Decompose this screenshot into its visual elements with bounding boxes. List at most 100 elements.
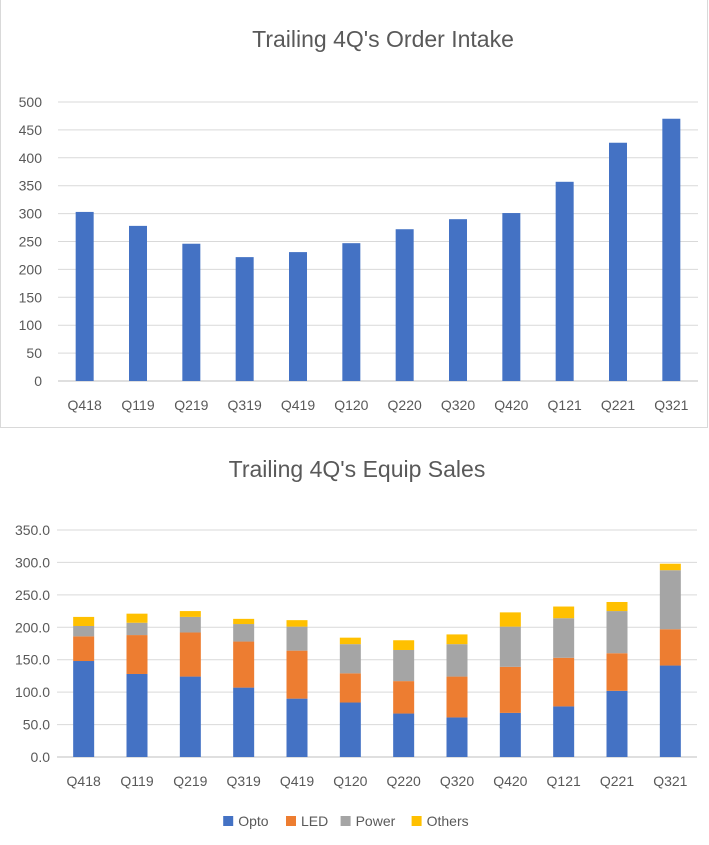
bar-power — [393, 649, 415, 682]
x-tick-label: Q119 — [120, 773, 153, 789]
bar-opto — [659, 665, 681, 757]
legend-swatch-led — [286, 816, 296, 826]
bar-opto — [233, 687, 255, 757]
bar-power — [233, 624, 255, 642]
y-tick-label: 100 — [19, 317, 43, 333]
bar-power — [446, 644, 468, 677]
legend-swatch-others — [411, 816, 422, 826]
bar — [182, 243, 201, 381]
y-tick-label: 200.0 — [15, 619, 50, 635]
bar-others — [393, 640, 415, 650]
bar — [395, 229, 414, 381]
bar — [342, 243, 361, 381]
bar — [449, 219, 467, 381]
bar-led — [446, 676, 468, 718]
bar-opto — [339, 702, 361, 757]
bar-led — [126, 635, 148, 674]
y-tick-label: 100.0 — [15, 684, 50, 700]
bar-led — [606, 653, 628, 691]
y-tick-label: 500 — [19, 94, 43, 110]
x-tick-label: Q319 — [227, 773, 261, 789]
equip-sales-chart-panel: Trailing 4Q's Equip Sales 0.0 50.0 100.0 15… — [0, 430, 709, 845]
bar-opto — [606, 690, 628, 757]
x-tick-label: Q121 — [548, 397, 582, 413]
x-tick-label: Q220 — [388, 397, 422, 413]
bar-led — [179, 632, 201, 677]
bar-power — [339, 644, 361, 674]
y-tick-label: 400 — [19, 150, 43, 166]
x-tick-label: Q321 — [654, 397, 688, 413]
bar-power — [659, 570, 681, 630]
x-tick-label: Q219 — [174, 397, 208, 413]
x-tick-label: Q418 — [68, 397, 102, 413]
x-tick-label: Q119 — [121, 397, 154, 413]
bar-led — [659, 629, 681, 666]
bar-led — [553, 657, 575, 707]
bar-others — [73, 616, 95, 626]
bar-others — [659, 563, 681, 571]
y-tick-label: 250 — [19, 234, 43, 250]
bar-led — [286, 650, 308, 699]
x-tick-label: Q221 — [601, 397, 635, 413]
x-tick-label: Q419 — [280, 773, 314, 789]
bar-power — [126, 622, 148, 636]
order-intake-chart-panel: Trailing 4Q's Order Intake 0 50 100 150 200 2… — [0, 0, 708, 428]
bar-opto — [126, 673, 148, 757]
chart-title: Trailing 4Q's Order Intake — [252, 26, 514, 52]
bar-power — [286, 626, 308, 651]
bar-opto — [179, 676, 201, 757]
legend-swatch-opto — [223, 816, 234, 826]
legend: Opto LED Power Others — [223, 813, 469, 829]
x-tick-label: Q221 — [600, 773, 634, 789]
bar-power — [553, 618, 575, 658]
y-tick-label: 300.0 — [15, 554, 50, 570]
y-tick-label: 150.0 — [15, 652, 50, 668]
bar — [235, 257, 254, 381]
bar-power — [73, 625, 95, 637]
bar — [75, 211, 94, 381]
bar-led — [499, 666, 521, 713]
legend-swatch-power — [340, 816, 351, 826]
bar-others — [233, 618, 255, 625]
bar — [662, 118, 681, 382]
legend-label-others: Others — [427, 813, 469, 829]
bar-led — [73, 636, 95, 662]
bar — [502, 213, 521, 381]
x-tick-label: Q319 — [228, 397, 262, 413]
bar-led — [339, 673, 361, 703]
x-tick-label: Q420 — [494, 397, 528, 413]
x-tick-label: Q418 — [67, 773, 101, 789]
y-tick-label: 50.0 — [23, 717, 50, 733]
bar-opto — [553, 706, 575, 757]
bar-opto — [499, 712, 521, 757]
bar-others — [446, 634, 468, 645]
bar-power — [606, 611, 628, 654]
x-tick-label: Q420 — [493, 773, 527, 789]
legend-label-opto: Opto — [238, 813, 269, 829]
y-tick-label: 350 — [19, 178, 43, 194]
bar — [555, 181, 574, 381]
bar-opto — [286, 698, 308, 757]
x-tick-label: Q321 — [653, 773, 687, 789]
y-tick-label: 350.0 — [15, 522, 50, 538]
order-intake-chart: Trailing 4Q's Order Intake 0 50 100 150 200 2… — [19, 26, 698, 413]
bar — [609, 142, 627, 381]
legend-label-power: Power — [356, 813, 396, 829]
bar-others — [286, 620, 308, 627]
legend-label-led: LED — [301, 813, 328, 829]
bar-power — [179, 616, 201, 633]
bar — [289, 252, 307, 381]
x-tick-label: Q419 — [281, 397, 315, 413]
equip-sales-chart: Trailing 4Q's Equip Sales 0.0 50.0 100.0 15… — [15, 456, 697, 829]
x-tick-label: Q320 — [440, 773, 474, 789]
bar-others — [126, 613, 148, 623]
bar — [129, 225, 147, 381]
bar-led — [393, 681, 415, 714]
bar-others — [606, 601, 628, 612]
x-tick-label: Q220 — [387, 773, 421, 789]
y-tick-label: 150 — [19, 289, 43, 305]
y-tick-label: 250.0 — [15, 587, 50, 603]
y-tick-label: 50 — [26, 345, 42, 361]
y-tick-label: 300 — [19, 206, 43, 222]
x-tick-label: Q320 — [441, 397, 475, 413]
